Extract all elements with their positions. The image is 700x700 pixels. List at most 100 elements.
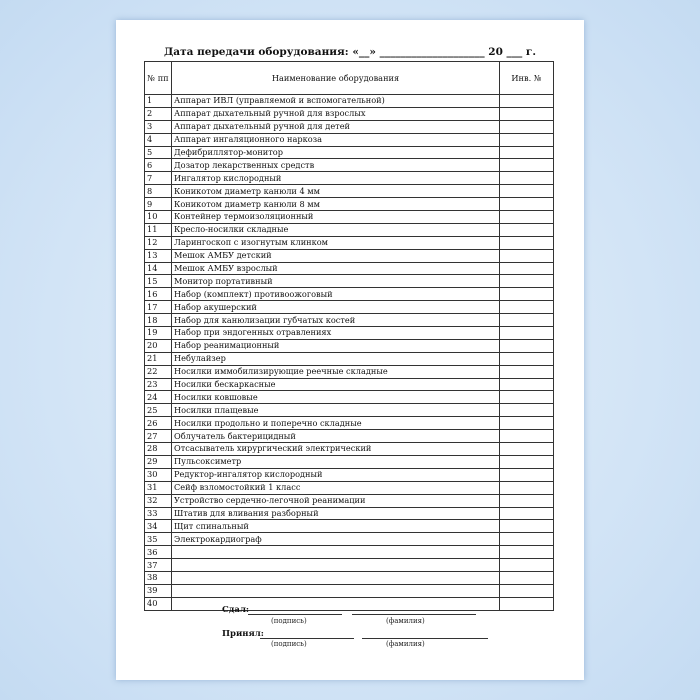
table-row: 4 Аппарат ингаляционного наркоза <box>144 132 554 147</box>
inventory-number[interactable] <box>499 545 554 560</box>
inventory-number[interactable] <box>499 145 554 160</box>
inventory-number[interactable] <box>499 558 554 572</box>
table-row: 27 Облучатель бактерицидный <box>144 429 554 444</box>
inventory-number[interactable] <box>499 480 554 495</box>
received-signature-caption: (подпись) <box>271 640 307 648</box>
table-row: 39 <box>144 583 554 598</box>
inventory-number[interactable] <box>499 184 554 199</box>
table-row: 34 Щит спинальный <box>144 519 554 534</box>
inventory-number[interactable] <box>499 235 554 250</box>
table-row: 18 Набор для канюлизации губчатых костей <box>144 313 554 328</box>
inventory-number[interactable] <box>499 94 554 108</box>
inventory-number[interactable] <box>499 313 554 328</box>
inventory-number[interactable] <box>499 197 554 212</box>
row-number: 17 <box>144 300 172 315</box>
inventory-number[interactable] <box>499 596 554 611</box>
inventory-number[interactable] <box>499 132 554 147</box>
inventory-number[interactable] <box>499 300 554 315</box>
row-number: 18 <box>144 313 172 328</box>
equipment-name: Ларингоскоп с изогнутым клинком <box>171 235 500 250</box>
handed-label: Сдал: <box>222 605 250 615</box>
inventory-number[interactable] <box>499 261 554 276</box>
inventory-number[interactable] <box>499 158 554 173</box>
inventory-number[interactable] <box>499 403 554 418</box>
inventory-number[interactable] <box>499 454 554 469</box>
table-row: 15 Монитор портативный <box>144 274 554 289</box>
equipment-name: Коникотом диаметр канюли 8 мм <box>171 197 500 212</box>
row-number: 5 <box>144 145 172 160</box>
inventory-number[interactable] <box>499 210 554 224</box>
inventory-number[interactable] <box>499 493 554 508</box>
inventory-number[interactable] <box>499 351 554 366</box>
table-row: 7 Ингалятор кислородный <box>144 171 554 186</box>
equipment-name: Носилки плащевые <box>171 403 500 418</box>
row-number: 32 <box>144 493 172 508</box>
row-number: 11 <box>144 222 172 237</box>
table-header-row: № пп Наименование оборудования Инв. № <box>144 61 554 95</box>
handed-signature-caption: (подпись) <box>271 617 307 625</box>
handed-surname-line[interactable] <box>352 614 476 615</box>
equipment-name: Устройство сердечно-легочной реанимации <box>171 493 500 508</box>
equipment-name <box>171 545 500 560</box>
table-row: 24 Носилки ковшовые <box>144 390 554 405</box>
row-number: 34 <box>144 519 172 534</box>
inventory-number[interactable] <box>499 171 554 186</box>
inventory-number[interactable] <box>499 442 554 456</box>
inventory-number[interactable] <box>499 287 554 302</box>
equipment-name: Набор для канюлизации губчатых костей <box>171 313 500 328</box>
table-row: 11 Кресло-носилки складные <box>144 222 554 237</box>
inventory-number[interactable] <box>499 274 554 289</box>
equipment-name: Монитор портативный <box>171 274 500 289</box>
inventory-number[interactable] <box>499 338 554 353</box>
row-number: 23 <box>144 377 172 392</box>
inventory-number[interactable] <box>499 519 554 534</box>
table-row: 6 Дозатор лекарственных средств <box>144 158 554 173</box>
inventory-number[interactable] <box>499 506 554 521</box>
table-row: 3 Аппарат дыхательный ручной для детей <box>144 119 554 134</box>
inventory-number[interactable] <box>499 364 554 379</box>
table-row: 31 Сейф взломостойкий 1 класс <box>144 480 554 495</box>
row-number: 38 <box>144 570 172 585</box>
table-row: 35 Электрокардиограф <box>144 532 554 547</box>
received-surname-line[interactable] <box>362 638 488 639</box>
table-row: 20 Набор реанимационный <box>144 338 554 353</box>
inventory-number[interactable] <box>499 390 554 405</box>
inventory-number[interactable] <box>499 326 554 340</box>
table-row: 28 Отсасыватель хирургический электрическ… <box>144 442 554 456</box>
equipment-name: Мешок АМБУ взрослый <box>171 261 500 276</box>
received-signature-line[interactable] <box>260 638 354 639</box>
handed-signature-line[interactable] <box>248 614 342 615</box>
table-row: 14 Мешок АМБУ взрослый <box>144 261 554 276</box>
header-name: Наименование оборудования <box>171 61 500 95</box>
row-number: 20 <box>144 338 172 353</box>
equipment-name <box>171 583 500 598</box>
equipment-name: Дозатор лекарственных средств <box>171 158 500 173</box>
equipment-name: Аппарат ИВЛ (управляемой и вспомогательн… <box>171 94 500 108</box>
table-row: 9 Коникотом диаметр канюли 8 мм <box>144 197 554 212</box>
inventory-number[interactable] <box>499 119 554 134</box>
row-number: 28 <box>144 442 172 456</box>
row-number: 27 <box>144 429 172 444</box>
equipment-name: Аппарат дыхательный ручной для детей <box>171 119 500 134</box>
inventory-number[interactable] <box>499 467 554 482</box>
table-row: 36 <box>144 545 554 560</box>
equipment-name: Набор при эндогенных отравлениях <box>171 326 500 340</box>
inventory-number[interactable] <box>499 583 554 598</box>
inventory-number[interactable] <box>499 532 554 547</box>
table-row: 13 Мешок АМБУ детский <box>144 248 554 263</box>
inventory-number[interactable] <box>499 377 554 392</box>
row-number: 39 <box>144 583 172 598</box>
row-number: 12 <box>144 235 172 250</box>
inventory-number[interactable] <box>499 429 554 444</box>
row-number: 16 <box>144 287 172 302</box>
inventory-number[interactable] <box>499 222 554 237</box>
inventory-number[interactable] <box>499 248 554 263</box>
inventory-number[interactable] <box>499 106 554 121</box>
inventory-number[interactable] <box>499 416 554 431</box>
equipment-name: Облучатель бактерицидный <box>171 429 500 444</box>
row-number: 3 <box>144 119 172 134</box>
inventory-number[interactable] <box>499 570 554 585</box>
row-number: 36 <box>144 545 172 560</box>
equipment-name: Мешок АМБУ детский <box>171 248 500 263</box>
